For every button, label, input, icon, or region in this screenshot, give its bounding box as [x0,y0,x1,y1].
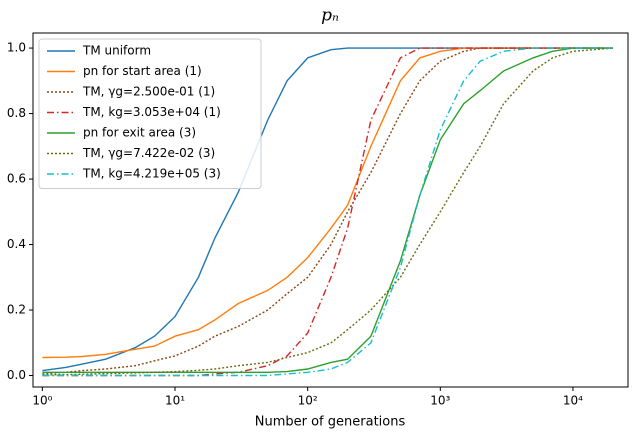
y-tick-label: 0.6 [7,172,26,186]
legend-label: TM, kg=3.053e+04 (1) [82,105,221,119]
y-tick-label: 0.0 [7,368,26,382]
series-line [42,47,613,377]
legend-label: pn for exit area (3) [83,126,196,140]
legend-label: TM, γg=2.500e-01 (1) [82,85,215,99]
legend-label: TM, kg=4.219e+05 (3) [82,167,221,181]
y-tick-label: 0.4 [7,237,26,251]
series-line [42,47,613,376]
plot-frame [32,32,629,388]
legend-label: pn for start area (1) [83,64,202,78]
legend-box [38,38,262,189]
series-line [42,47,613,375]
x-tick-label: 10⁴ [563,394,583,408]
x-tick-label: 10² [298,394,318,408]
legend-label: TM, γg=7.422e-02 (3) [82,146,215,160]
y-tick-label: 0.8 [7,106,26,120]
x-tick-label: 10¹ [165,394,185,408]
x-tick-label: 10³ [430,394,450,408]
y-tick-label: 0.2 [7,303,26,317]
y-tick-label: 1.0 [7,41,26,55]
series-line [42,47,613,377]
x-axis-label: Number of generations [255,415,406,430]
series-line [42,47,613,373]
legend-label: TM uniform [82,44,151,58]
x-tick-label: 10⁰ [32,394,52,408]
chart-title: pₙ [321,6,339,26]
